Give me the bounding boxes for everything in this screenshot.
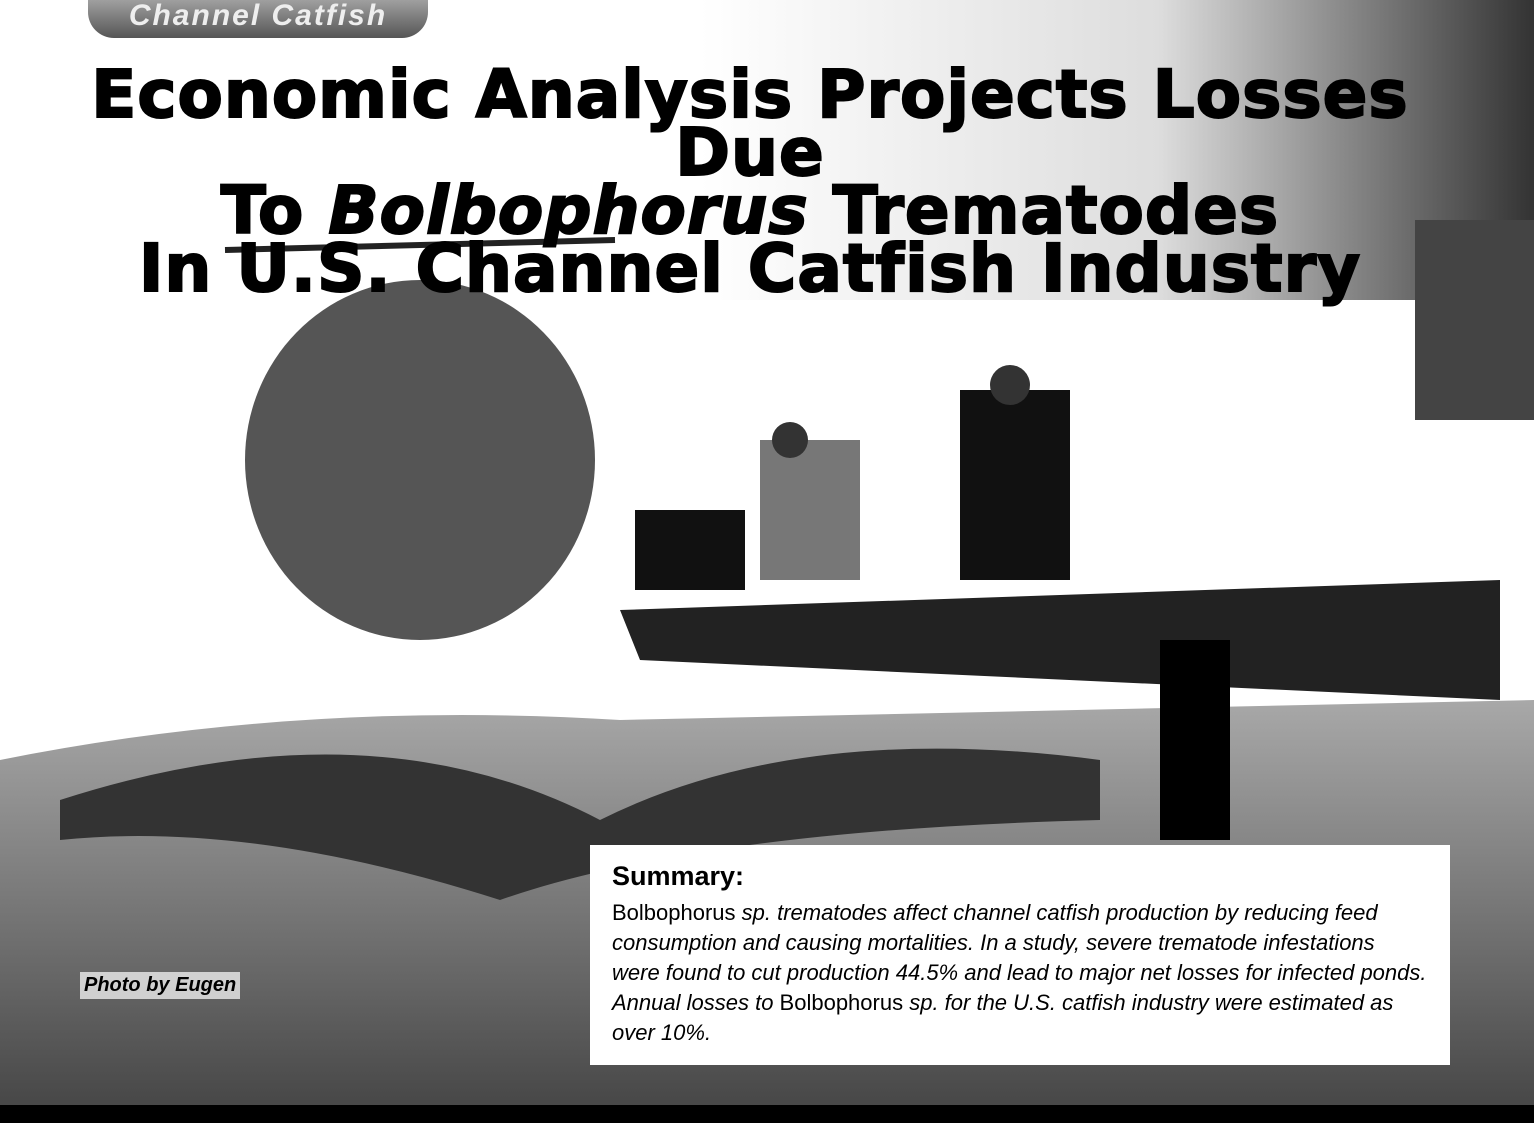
summary-heading: Summary: (612, 861, 1428, 892)
summary-text: Bolbophorus (780, 990, 904, 1015)
summary-box: Summary: Bolbophorus sp. trematodes affe… (590, 845, 1450, 1065)
headline-line: Economic Analysis Projects Losses Due (60, 66, 1440, 182)
headline-line: In U.S. Channel Catfish Industry (60, 240, 1440, 298)
photo-credit: Photo by Eugen (80, 972, 240, 999)
summary-body: Bolbophorus sp. trematodes affect channe… (612, 898, 1428, 1048)
summary-text: Bolbophorus (612, 900, 736, 925)
headline: Economic Analysis Projects Losses Due To… (60, 66, 1440, 298)
page: Channel Catfish Economic Analysis Projec… (0, 0, 1534, 1123)
section-tab: Channel Catfish (88, 0, 428, 38)
